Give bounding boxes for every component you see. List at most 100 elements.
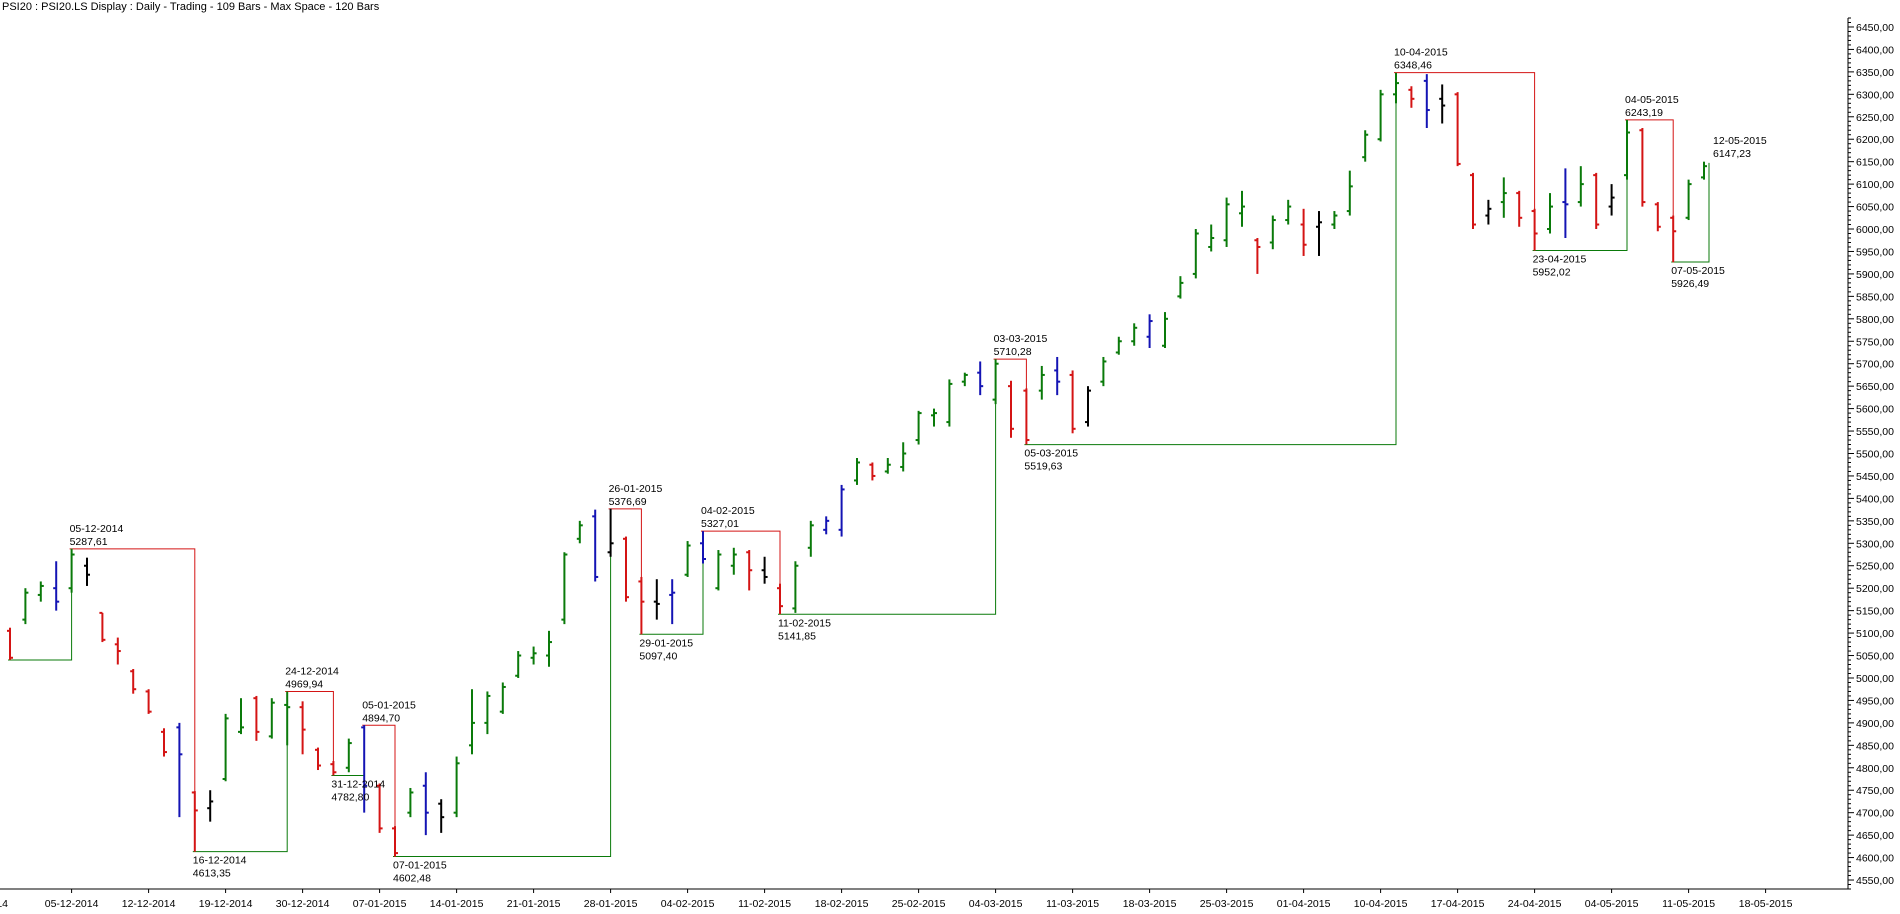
ohlc-bar[interactable] — [1500, 177, 1507, 218]
ohlc-bar[interactable] — [1639, 127, 1646, 207]
ohlc-bar[interactable] — [130, 669, 137, 694]
ohlc-bar[interactable] — [1701, 161, 1707, 180]
ohlc-bar[interactable] — [1346, 170, 1353, 216]
ohlc-bar[interactable] — [345, 738, 352, 773]
ohlc-bar[interactable] — [1208, 224, 1215, 252]
ohlc-bar[interactable] — [1177, 276, 1184, 299]
ohlc-bar[interactable] — [284, 691, 291, 746]
ohlc-bar[interactable] — [530, 646, 537, 665]
ohlc-bar[interactable] — [22, 588, 29, 625]
ohlc-bar[interactable] — [1577, 166, 1584, 207]
ohlc-bar[interactable] — [1654, 202, 1661, 232]
ohlc-bar[interactable] — [931, 408, 937, 427]
ohlc-bar[interactable] — [807, 520, 814, 557]
ohlc-bar[interactable] — [1685, 179, 1692, 221]
ohlc-bar[interactable] — [1439, 84, 1446, 124]
ohlc-bar[interactable] — [838, 484, 845, 537]
ohlc-bar[interactable] — [392, 826, 398, 857]
ohlc-bar[interactable] — [114, 637, 121, 665]
ohlc-bar[interactable] — [1131, 323, 1138, 346]
ohlc-bar[interactable] — [1300, 208, 1307, 256]
ohlc-bar[interactable] — [484, 691, 491, 735]
ohlc-bar[interactable] — [1054, 356, 1061, 396]
ohlc-bar[interactable] — [900, 442, 907, 472]
ohlc-bar[interactable] — [145, 689, 152, 714]
ohlc-bar[interactable] — [1269, 215, 1276, 250]
ohlc-bar[interactable] — [207, 790, 214, 822]
ohlc-bar[interactable] — [222, 713, 229, 782]
ohlc-bar[interactable] — [299, 701, 306, 755]
ohlc-bar[interactable] — [1239, 190, 1245, 227]
ohlc-bar[interactable] — [268, 698, 275, 739]
ohlc-bar[interactable] — [84, 557, 90, 586]
ohlc-bar[interactable] — [1408, 86, 1415, 108]
ohlc-bar[interactable] — [515, 651, 522, 678]
ohlc-bar[interactable] — [669, 579, 676, 625]
ohlc-bar[interactable] — [238, 698, 244, 735]
ohlc-bar[interactable] — [407, 787, 414, 818]
ohlc-bar[interactable] — [761, 556, 768, 584]
ohlc-bar[interactable] — [1470, 172, 1476, 230]
ohlc-bar[interactable] — [684, 541, 691, 577]
ohlc-bar[interactable] — [992, 359, 999, 405]
ohlc-bar[interactable] — [1069, 370, 1076, 434]
ohlc-bar[interactable] — [592, 509, 599, 582]
ohlc-bar[interactable] — [961, 372, 968, 387]
ohlc-bar[interactable] — [1285, 199, 1292, 225]
ohlc-bar[interactable] — [99, 611, 106, 643]
ohlc-bar[interactable] — [1100, 356, 1107, 387]
ohlc-bar[interactable] — [854, 457, 860, 485]
ohlc-bar[interactable] — [915, 410, 922, 445]
ohlc-bar[interactable] — [700, 531, 706, 564]
ohlc-bar[interactable] — [1362, 130, 1369, 162]
ohlc-bar[interactable] — [253, 695, 260, 741]
ohlc-bar[interactable] — [1192, 229, 1199, 279]
ohlc-bar[interactable] — [330, 761, 337, 776]
ohlc-bar[interactable] — [191, 791, 198, 852]
ohlc-bar[interactable] — [1531, 208, 1538, 251]
ohlc-bar[interactable] — [715, 550, 722, 591]
ohlc-bar[interactable] — [53, 561, 60, 611]
ohlc-bar[interactable] — [653, 579, 660, 620]
ohlc-bar[interactable] — [638, 576, 645, 635]
ohlc-bar[interactable] — [777, 583, 783, 615]
ohlc-bar[interactable] — [1038, 365, 1045, 400]
ohlc-bar[interactable] — [1023, 388, 1030, 445]
ohlc-bar[interactable] — [823, 516, 830, 535]
ohlc-bar[interactable] — [68, 548, 75, 593]
ohlc-bar[interactable] — [1377, 89, 1384, 142]
ohlc-bar[interactable] — [1115, 336, 1122, 355]
ohlc-bar[interactable] — [7, 627, 13, 661]
ohlc-bar[interactable] — [1316, 211, 1322, 256]
ohlc-bar[interactable] — [1562, 168, 1569, 238]
ohlc-bar[interactable] — [1516, 190, 1523, 227]
ohlc-bar[interactable] — [361, 725, 368, 813]
ohlc-bar[interactable] — [869, 462, 876, 481]
ohlc-bar[interactable] — [176, 722, 183, 818]
ohlc-bar[interactable] — [1593, 172, 1600, 230]
ohlc-bar[interactable] — [376, 783, 383, 833]
ohlc-bar[interactable] — [576, 520, 583, 544]
ohlc-bar[interactable] — [1085, 386, 1091, 427]
ohlc-bar[interactable] — [977, 361, 984, 396]
ohlc-bar[interactable] — [1423, 74, 1430, 128]
ohlc-bar[interactable] — [499, 682, 506, 714]
ohlc-bar[interactable] — [561, 552, 568, 625]
ohlc-bar[interactable] — [469, 689, 475, 755]
ohlc-bar[interactable] — [730, 547, 737, 575]
ohlc-bar[interactable] — [546, 630, 552, 667]
ohlc-bar[interactable] — [1624, 119, 1630, 180]
ohlc-bar[interactable] — [946, 379, 953, 427]
ohlc-bar[interactable] — [161, 728, 167, 757]
ohlc-bar[interactable] — [1547, 193, 1553, 234]
ohlc-bar[interactable] — [623, 536, 629, 602]
ohlc-bar[interactable] — [315, 747, 321, 771]
ohlc-bar[interactable] — [1331, 211, 1338, 230]
ohlc-bar[interactable] — [37, 581, 44, 602]
ohlc-bar[interactable] — [792, 561, 799, 613]
ohlc-bar[interactable] — [1454, 92, 1461, 167]
ohlc-bar[interactable] — [1162, 312, 1168, 348]
ohlc-bar[interactable] — [884, 457, 891, 474]
ohlc-bar[interactable] — [1393, 72, 1399, 104]
ohlc-bar[interactable] — [1223, 197, 1230, 247]
